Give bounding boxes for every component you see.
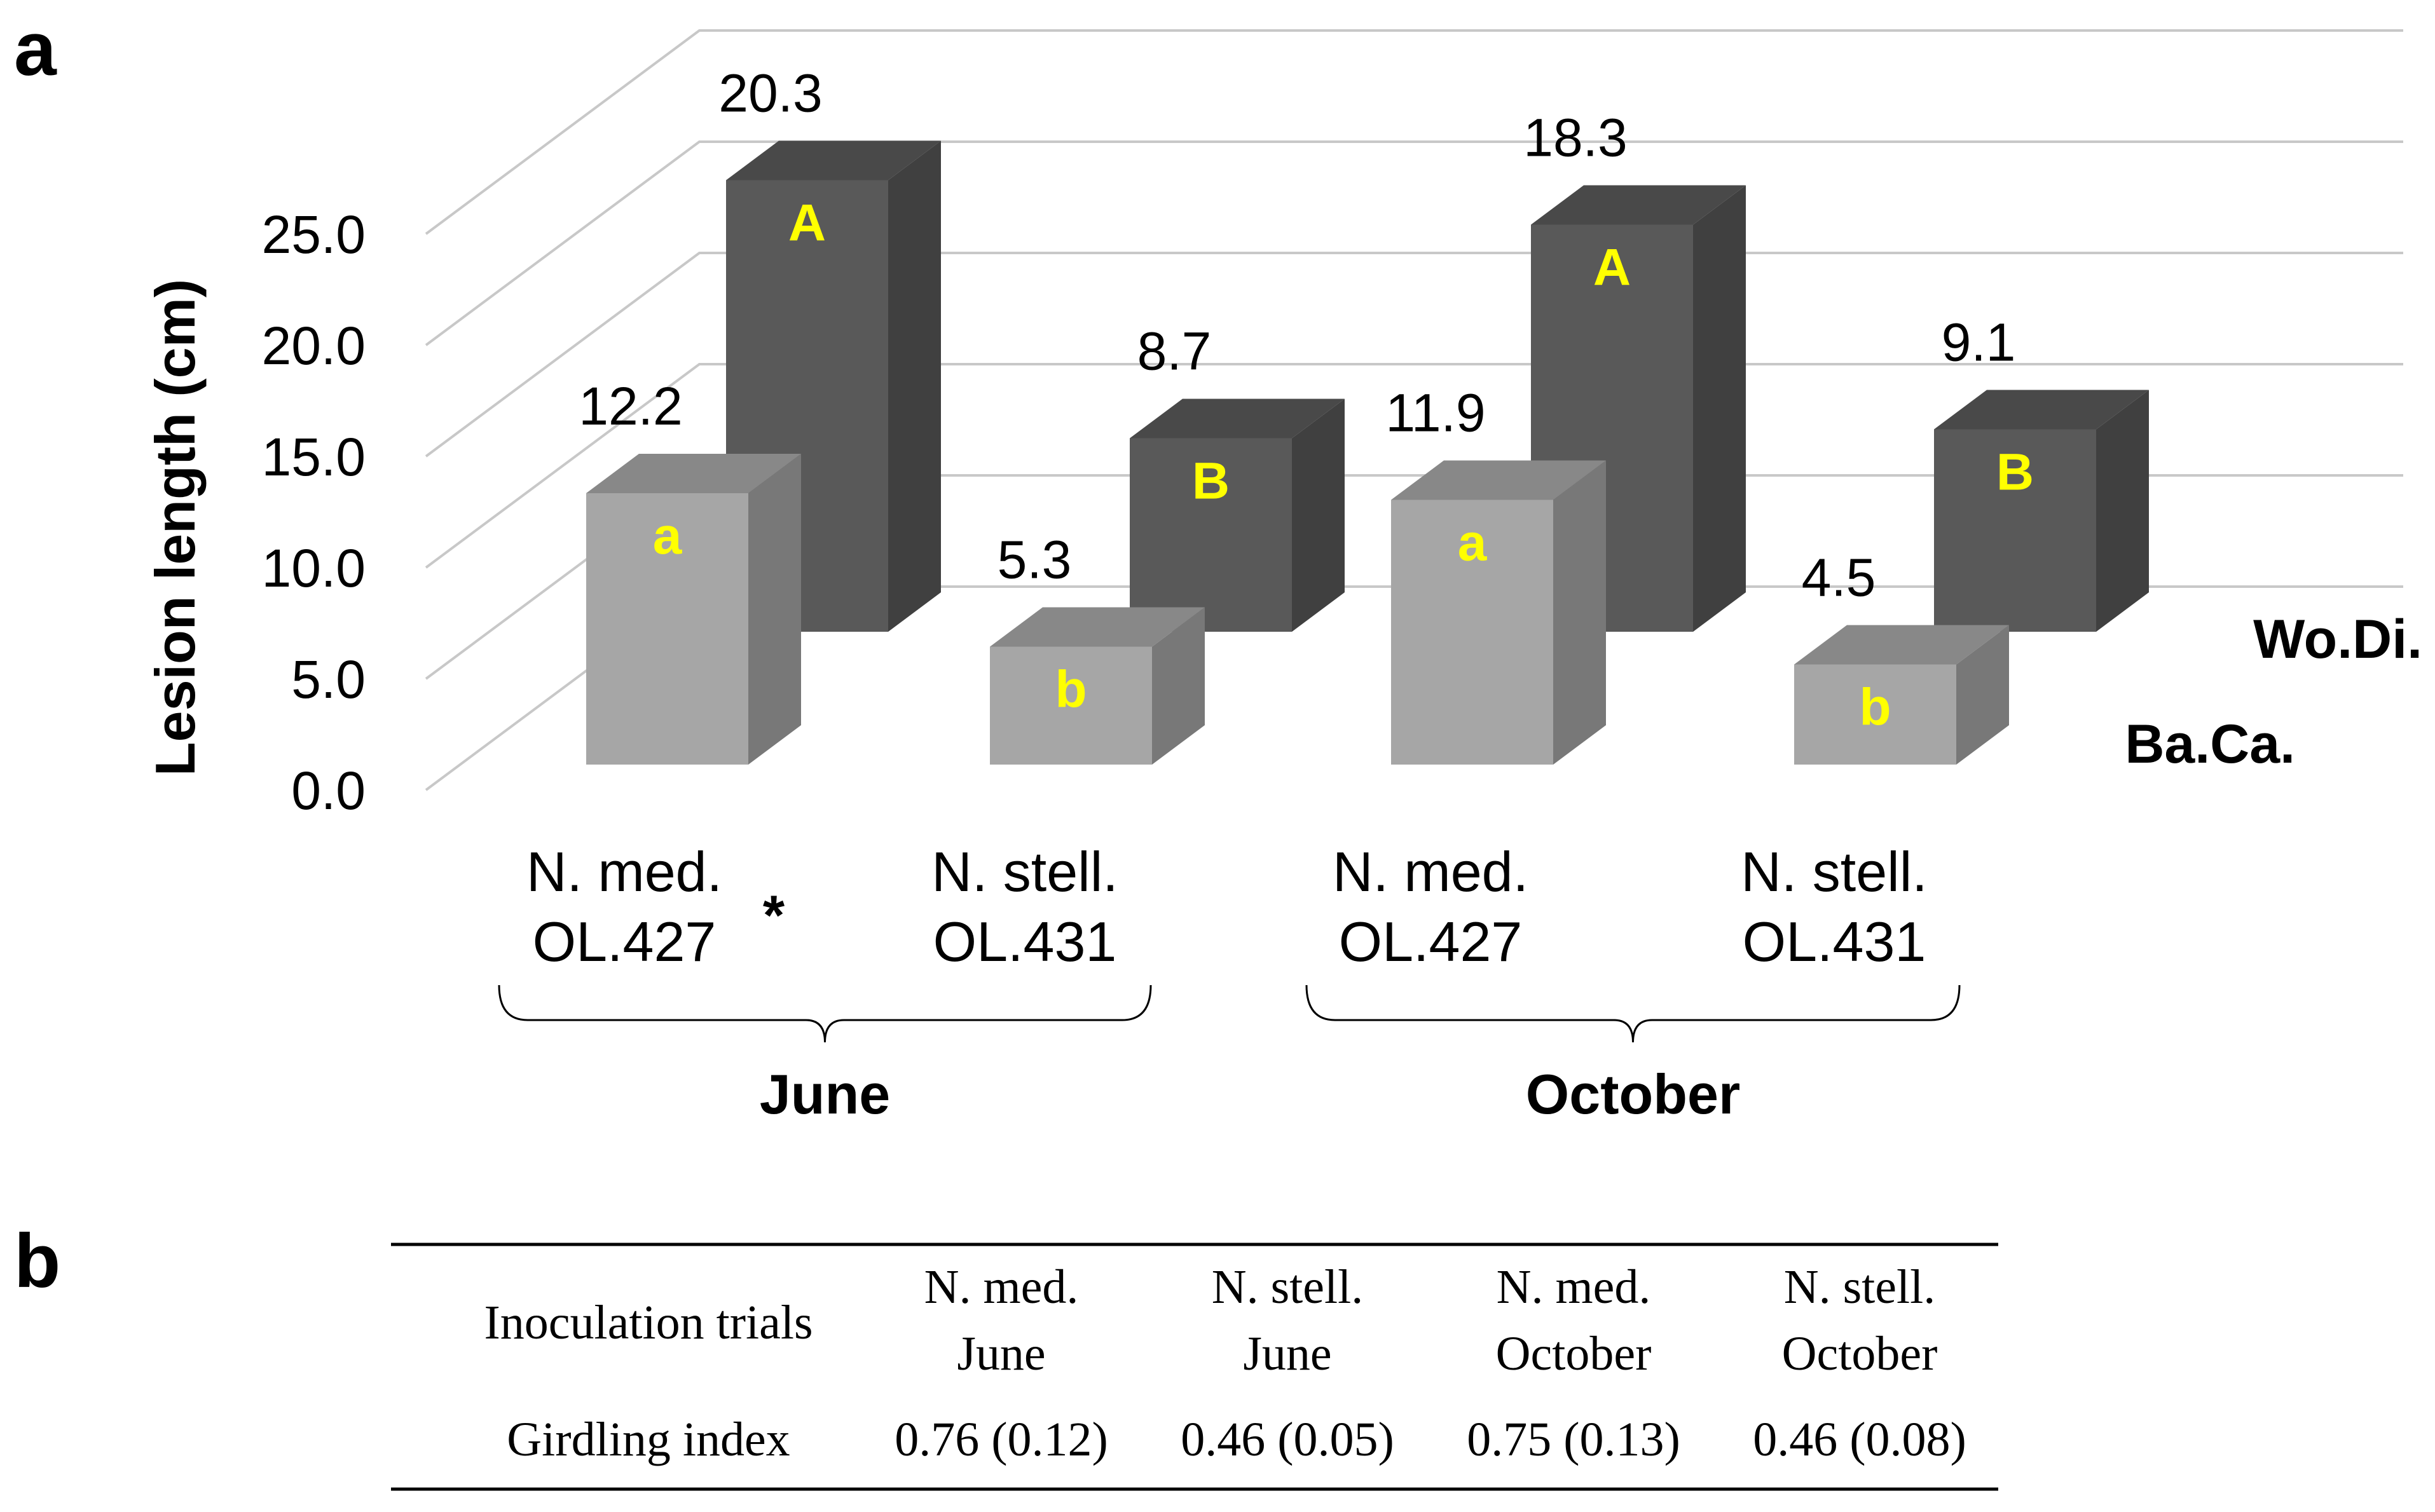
table-cell-col4: 0.46 (0.08) [1753, 1413, 1966, 1466]
data-label: 4.5 [1802, 548, 1876, 608]
bar-front [1130, 438, 1292, 632]
lesion-length-chart: 0.0 5.0 10.0 15.0 20.0 25.0 Lesion length (cm… [144, 29, 2422, 1126]
bar-side [1693, 185, 1746, 632]
significance-letter: A [1593, 239, 1631, 297]
group-brace [1305, 984, 1961, 1043]
bar-side [1956, 625, 2009, 765]
x-axis-category-labels: N. med. OL.427 * N. stell. OL.431 N. med. OL.4… [526, 840, 1928, 973]
significance-letter: B [1192, 453, 1230, 510]
bar-side [2096, 390, 2149, 632]
category-label-line2: OL.427 [533, 910, 717, 973]
table-header-col4-line1: N. stell. [1784, 1260, 1936, 1314]
y-tick-label: 10.0 [262, 538, 366, 598]
significance-asterisk: * [763, 883, 785, 946]
bar-side [1292, 398, 1345, 632]
significance-letter: a [1458, 514, 1488, 572]
bar-top [1130, 398, 1345, 439]
y-tick-label: 0.0 [291, 761, 366, 821]
category-label-line2: OL.427 [1339, 910, 1523, 973]
bar-side [1152, 607, 1205, 765]
table-header-col2-line2: June [1243, 1327, 1331, 1380]
bar-front [1391, 500, 1553, 765]
bar-side [1553, 460, 1606, 765]
table-header-row-label: Inoculation trials [484, 1296, 813, 1349]
data-label: 12.2 [579, 376, 683, 436]
y-axis-label: Lesion length (cm) [144, 279, 207, 776]
bar-baca-1: b 5.3 [990, 530, 1205, 765]
bar-side [748, 454, 801, 765]
bar-baca-0: a 12.2 [579, 376, 801, 765]
significance-letter: B [1996, 444, 2034, 501]
series-label-back: Wo.Di. [2253, 609, 2422, 670]
bar-top [1934, 390, 2149, 430]
category-label-line2: OL.431 [1743, 910, 1926, 973]
category-label-line2: OL.431 [933, 910, 1117, 973]
table-header-col4-line2: October [1782, 1327, 1938, 1380]
gridline [425, 363, 2403, 569]
gridline [425, 252, 2403, 458]
panel-label-a: a [14, 6, 57, 92]
y-tick-label: 25.0 [262, 205, 366, 264]
bar-wodi-1: B 8.7 [1130, 322, 1345, 632]
bar-baca-3: b 4.5 [1794, 548, 2009, 765]
bar-baca-2: a 11.9 [1385, 383, 1606, 765]
category-label-line1: N. stell. [1741, 840, 1927, 903]
gridline [425, 140, 2403, 346]
chart-grid [425, 29, 2403, 791]
bar-top [1531, 185, 1746, 225]
bar-front [1934, 429, 2096, 632]
table-header-col3-line1: N. med. [1497, 1260, 1651, 1314]
table-header-col2-line1: N. stell. [1212, 1260, 1364, 1314]
data-label: 20.3 [718, 64, 823, 123]
table-row-label: Girdling index [507, 1413, 790, 1466]
gridline [425, 29, 2403, 235]
bar-top [586, 454, 801, 493]
bar-top [990, 607, 1205, 647]
bar-side [888, 140, 941, 632]
bar-front [1794, 664, 1956, 765]
panel-label-b: b [14, 1218, 60, 1304]
data-label: 11.9 [1385, 383, 1485, 443]
group-label: October [1526, 1063, 1740, 1126]
y-tick-label: 20.0 [262, 316, 366, 376]
table-cell-col3: 0.75 (0.13) [1467, 1413, 1680, 1466]
data-label: 18.3 [1523, 108, 1628, 168]
bar-top [1391, 460, 1606, 500]
group-braces: June October [498, 984, 1961, 1126]
table-cell-col1: 0.76 (0.12) [895, 1413, 1108, 1466]
series-label-front: Ba.Ca. [2125, 714, 2295, 775]
group-label: June [760, 1063, 890, 1126]
bar-front [990, 646, 1152, 765]
data-label: 5.3 [998, 530, 1072, 590]
data-label: 9.1 [1942, 313, 2016, 372]
significance-letter: a [653, 507, 683, 565]
group-brace [498, 984, 1152, 1043]
significance-letter: b [1055, 661, 1087, 719]
girdling-index-table: Inoculation trials N. med. June N. stell… [391, 1243, 1998, 1491]
bar-top [1794, 625, 2009, 665]
table-header-col1-line1: N. med. [924, 1260, 1079, 1314]
y-axis-ticks: 0.0 5.0 10.0 15.0 20.0 25.0 [262, 205, 366, 821]
bar-wodi-3: B 9.1 [1934, 313, 2149, 632]
table-header-col3-line2: October [1496, 1327, 1652, 1380]
y-tick-label: 15.0 [262, 427, 366, 487]
significance-letter: A [788, 194, 826, 252]
category-label-line1: N. med. [526, 840, 722, 903]
y-tick-label: 5.0 [291, 650, 366, 709]
table-cell-col2: 0.46 (0.05) [1181, 1413, 1394, 1466]
bars: A 20.3 B 8.7 A 18.3 B 9.1 a 12.2 b 5.3 a 11.9 b 4.5 Wo.D… [579, 64, 2422, 775]
significance-letter: b [1859, 679, 1891, 737]
category-label-line1: N. med. [1333, 840, 1528, 903]
table-header-col1-line2: June [957, 1327, 1045, 1380]
data-label: 8.7 [1137, 322, 1212, 381]
category-label-line1: N. stell. [931, 840, 1118, 903]
bar-front [586, 493, 748, 765]
bar-top [726, 140, 941, 180]
